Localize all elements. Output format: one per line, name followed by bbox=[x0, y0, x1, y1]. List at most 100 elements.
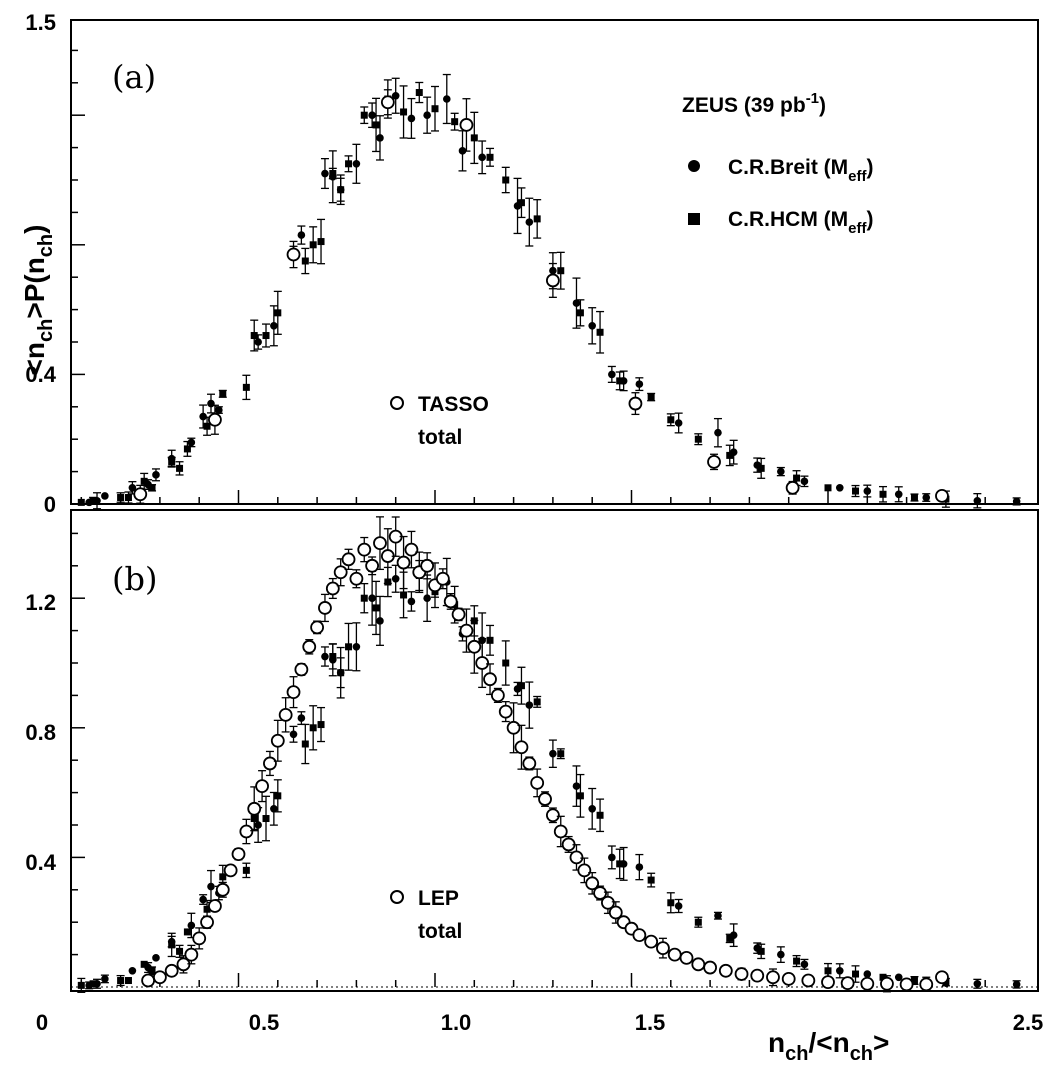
breit-point bbox=[635, 380, 644, 388]
hcm-point bbox=[329, 170, 337, 178]
lep-point bbox=[152, 970, 167, 985]
lep-point bbox=[263, 756, 277, 771]
lep-point bbox=[420, 558, 435, 573]
breit-point bbox=[572, 299, 581, 307]
lep-point bbox=[644, 934, 659, 949]
hcm-point bbox=[250, 332, 258, 340]
hcm-point bbox=[486, 636, 494, 644]
lep-point bbox=[164, 963, 179, 978]
panel-b: (b) 1.2 0.8 0.4 0 0.5 1.0 1.5 2.5 nch/<n… bbox=[25, 509, 1044, 1065]
breit-point bbox=[391, 91, 400, 100]
lep-point bbox=[880, 976, 894, 991]
breit-point bbox=[187, 921, 196, 930]
hcm-point bbox=[117, 977, 125, 985]
hcm-point bbox=[415, 89, 423, 97]
panel-a: (a) 1.5 0.4 0 <nch>P(nch) ZEUS (39 pb-1)… bbox=[19, 10, 1039, 517]
breit-point bbox=[270, 805, 278, 813]
breit-point bbox=[1012, 980, 1021, 989]
y-tick-label: 1.5 bbox=[25, 10, 56, 35]
y-tick-label: 0.8 bbox=[25, 720, 56, 745]
hcm-point bbox=[824, 967, 832, 975]
tasso-marker bbox=[390, 396, 404, 410]
panel-a-x-ticks bbox=[80, 490, 986, 504]
hcm-point bbox=[203, 905, 211, 913]
hcm-point bbox=[470, 134, 478, 142]
lep-point bbox=[718, 963, 733, 978]
y-axis-title-part: <n bbox=[19, 342, 50, 375]
breit-point bbox=[777, 467, 785, 476]
lep-point bbox=[200, 915, 214, 930]
hcm-point bbox=[309, 241, 317, 249]
breit-point bbox=[922, 493, 931, 502]
lep-point bbox=[231, 847, 246, 862]
lep-point bbox=[404, 542, 419, 557]
hcm-point bbox=[852, 487, 860, 495]
lep-point bbox=[208, 899, 222, 913]
lep-point bbox=[141, 973, 156, 988]
hcm-point bbox=[337, 186, 345, 194]
breit-point bbox=[835, 967, 844, 975]
breit-point bbox=[391, 574, 400, 583]
lep-point bbox=[365, 558, 380, 573]
hcm-point bbox=[616, 860, 624, 868]
hcm-point bbox=[793, 474, 801, 482]
lep-point bbox=[498, 704, 513, 719]
breit-point bbox=[207, 882, 215, 891]
breit-point bbox=[863, 487, 872, 495]
panel-b-marks bbox=[77, 516, 1021, 993]
hcm-point bbox=[879, 973, 887, 981]
lep-point bbox=[601, 895, 615, 910]
y-axis-title-part: >P(n bbox=[19, 257, 50, 318]
breit-point bbox=[368, 111, 376, 119]
breit-point bbox=[588, 322, 596, 330]
lep-point bbox=[278, 707, 293, 722]
breit-point bbox=[777, 950, 785, 959]
breit-point bbox=[254, 338, 262, 346]
tasso-point bbox=[208, 412, 222, 427]
hcm-point bbox=[502, 176, 510, 184]
tasso-point bbox=[546, 273, 560, 288]
hcm-point bbox=[77, 981, 85, 989]
hcm-point bbox=[77, 498, 85, 506]
y-axis-title-sub: ch bbox=[35, 319, 57, 342]
lep-point bbox=[443, 594, 458, 609]
lep-point bbox=[750, 968, 765, 983]
lep-point bbox=[286, 685, 301, 700]
legend-hcm-label: C.R.HCM (Meff) bbox=[728, 208, 874, 237]
x-tick-label: 1.0 bbox=[441, 1010, 472, 1035]
breit-point bbox=[407, 597, 416, 606]
hcm-point bbox=[301, 740, 309, 748]
hcm-point bbox=[400, 108, 408, 116]
y-tick-label: 0.4 bbox=[25, 362, 56, 387]
hcm-point bbox=[219, 390, 227, 398]
x-axis-title-part: n bbox=[768, 1027, 785, 1058]
breit-point bbox=[289, 730, 298, 739]
hcm-point bbox=[140, 960, 148, 968]
breit-point bbox=[207, 399, 215, 408]
lep-point bbox=[357, 542, 372, 557]
x-axis-title-sub: ch bbox=[850, 1043, 873, 1065]
lep-point bbox=[632, 928, 647, 943]
breit-point bbox=[423, 111, 431, 119]
lep-point bbox=[255, 779, 269, 794]
hcm-point bbox=[89, 980, 97, 988]
lep-point bbox=[506, 720, 521, 735]
lep-label-line2: total bbox=[418, 920, 462, 943]
x-tick-label: 0.5 bbox=[249, 1010, 280, 1035]
hcm-point bbox=[557, 267, 565, 275]
hcm-point bbox=[183, 445, 191, 453]
lep-point bbox=[215, 882, 230, 897]
legend-title-end: ) bbox=[819, 94, 826, 117]
hcm-point bbox=[148, 967, 156, 975]
hcm-point bbox=[451, 118, 459, 126]
breit-point bbox=[297, 231, 306, 239]
lep-point bbox=[514, 740, 529, 755]
lep-point bbox=[192, 931, 207, 946]
hcm-point bbox=[309, 724, 317, 732]
breit-point bbox=[321, 652, 329, 661]
lep-point bbox=[801, 973, 816, 988]
legend-title-main: ZEUS (39 pb bbox=[682, 94, 806, 117]
x-tick-label: 2.5 bbox=[1013, 1010, 1044, 1035]
hcm-point bbox=[793, 957, 801, 965]
legend-hcm-end: ) bbox=[867, 208, 874, 231]
